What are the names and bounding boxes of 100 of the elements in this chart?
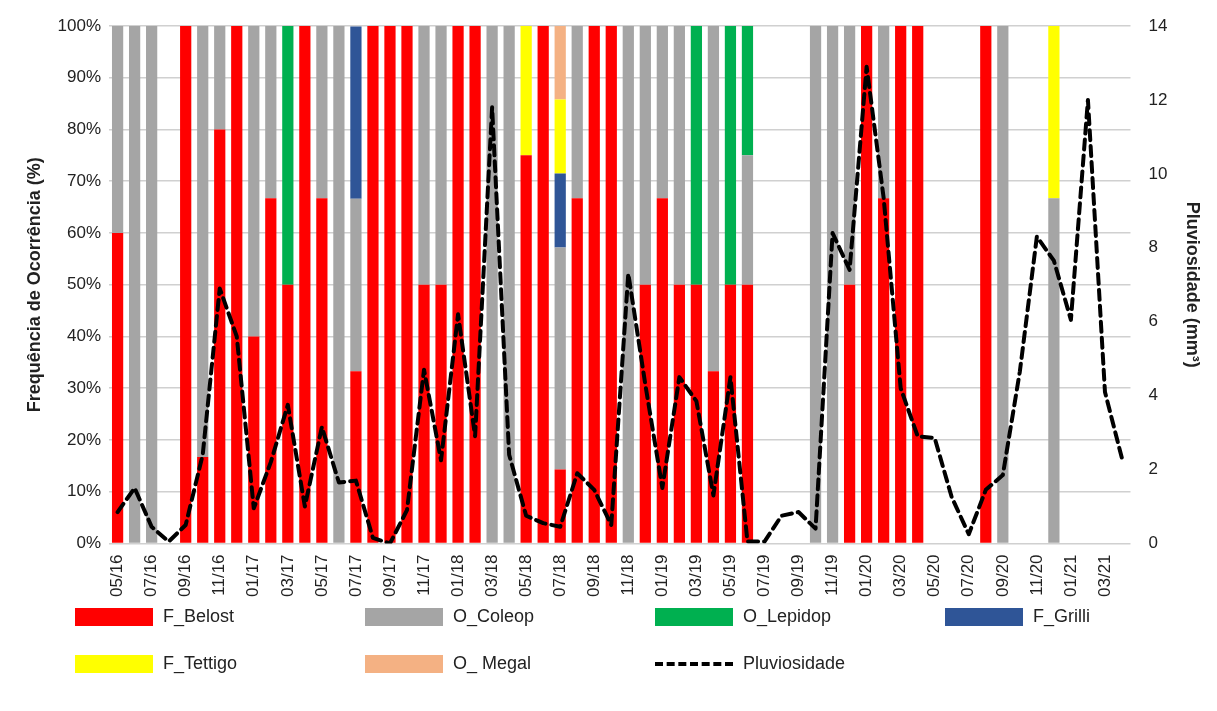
x-tick-label: 07/18 xyxy=(549,554,569,598)
bar xyxy=(997,26,1009,543)
y-tick-label: 70% xyxy=(67,170,102,190)
bar xyxy=(622,26,634,543)
x-tick-label: 09/16 xyxy=(175,554,195,598)
bar xyxy=(673,284,685,543)
bar xyxy=(401,26,413,543)
y2-tick-label: 14 xyxy=(1148,15,1168,35)
bar xyxy=(895,26,907,543)
x-tick-label: 01/18 xyxy=(447,554,467,598)
bar xyxy=(265,198,277,543)
y-tick-label: 0% xyxy=(76,533,102,553)
x-tick-label: 11/17 xyxy=(413,554,433,596)
x-tick-label: 03/20 xyxy=(890,554,910,598)
bar xyxy=(554,26,566,100)
bar xyxy=(878,26,890,199)
x-tick-label: 07/16 xyxy=(141,554,161,598)
x-tick-label: 01/19 xyxy=(652,554,672,598)
y2-tick-label: 6 xyxy=(1148,311,1158,331)
y2-tick-label: 10 xyxy=(1148,163,1168,183)
bar xyxy=(826,26,839,543)
bar xyxy=(333,26,345,543)
y-tick-label: 80% xyxy=(67,119,102,139)
bar xyxy=(299,26,311,543)
bar xyxy=(554,99,566,174)
bar xyxy=(1048,198,1060,543)
bar xyxy=(656,26,668,199)
bar xyxy=(282,284,294,543)
x-tick-label: 11/19 xyxy=(822,554,842,596)
x-tick-label: 01/21 xyxy=(1060,554,1080,598)
bar xyxy=(741,26,754,156)
legend-label: F_Belost xyxy=(163,606,235,627)
bar xyxy=(435,284,447,543)
bar xyxy=(741,284,754,543)
bar xyxy=(571,26,583,199)
bar xyxy=(571,198,583,543)
y-tick-label: 60% xyxy=(67,222,102,242)
legend-label: O_Lepidop xyxy=(743,606,832,627)
bar xyxy=(912,26,924,543)
bar xyxy=(231,26,243,543)
bar xyxy=(350,26,362,199)
bar xyxy=(452,26,464,543)
legend-label: F_Grilli xyxy=(1033,606,1090,627)
x-tick-label: 11/18 xyxy=(617,554,637,596)
x-tick-label: 01/17 xyxy=(243,554,263,598)
x-tick-label: 05/18 xyxy=(515,554,535,598)
bar xyxy=(690,26,703,285)
y-tick-label: 90% xyxy=(67,67,102,87)
y2-tick-label: 12 xyxy=(1148,89,1168,109)
bar xyxy=(724,26,737,285)
bar xyxy=(384,26,396,543)
bar xyxy=(180,26,192,543)
bar xyxy=(316,26,328,199)
bar xyxy=(214,129,226,543)
y-tick-label: 20% xyxy=(67,429,102,449)
legend-label: O_Coleop xyxy=(453,606,535,627)
bar xyxy=(588,26,600,543)
bar xyxy=(639,284,651,543)
y-tick-label: 100% xyxy=(57,15,102,35)
legend-label: F_Tettigo xyxy=(163,653,238,674)
bar xyxy=(367,26,379,543)
legend-label: O_ Megal xyxy=(453,653,532,674)
bar xyxy=(435,26,447,285)
y2-tick-label: 2 xyxy=(1148,459,1158,479)
y2-tick-label: 8 xyxy=(1148,237,1158,257)
bar xyxy=(214,26,226,130)
bar xyxy=(741,155,754,285)
x-tick-label: 09/20 xyxy=(992,554,1012,598)
bar xyxy=(878,198,890,543)
x-tick-label: 07/17 xyxy=(345,554,365,598)
y-tick-label: 10% xyxy=(67,481,102,501)
bar xyxy=(690,284,703,543)
y-tick-label: 50% xyxy=(67,274,102,294)
x-tick-label: 11/16 xyxy=(209,554,229,596)
x-tick-label: 05/19 xyxy=(720,554,740,598)
bar xyxy=(282,26,294,285)
x-tick-label: 03/18 xyxy=(481,554,501,598)
y2-tick-label: 0 xyxy=(1148,533,1158,553)
y2-tick-label: 4 xyxy=(1148,385,1158,405)
bar xyxy=(809,26,822,543)
y-axis-title: Frequência de Ocorrência (%) xyxy=(23,157,44,413)
legend-label: Pluviosidade xyxy=(743,653,846,674)
bar xyxy=(111,232,124,543)
y-tick-label: 40% xyxy=(67,326,102,346)
bar xyxy=(605,26,617,543)
bar xyxy=(707,26,720,372)
bar xyxy=(980,26,992,543)
bar xyxy=(554,247,566,470)
bar xyxy=(146,26,158,543)
bar xyxy=(673,26,685,285)
bar xyxy=(861,26,873,543)
bar xyxy=(197,457,209,543)
bar xyxy=(843,284,856,543)
x-tick-label: 05/17 xyxy=(311,554,331,598)
x-tick-label: 03/17 xyxy=(277,554,297,598)
bar xyxy=(197,26,209,458)
x-tick-label: 11/20 xyxy=(1026,554,1046,596)
bar xyxy=(469,26,481,543)
x-tick-label: 03/19 xyxy=(686,554,706,598)
bar xyxy=(656,198,668,543)
